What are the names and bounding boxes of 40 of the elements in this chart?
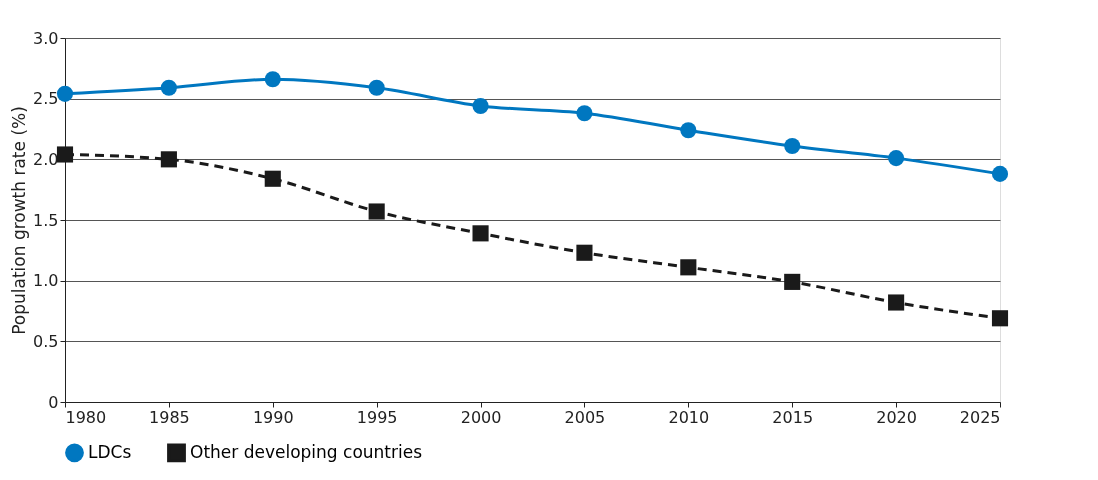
y-tick-label: 1.0: [33, 271, 59, 291]
y-tick-label: 0.5: [33, 331, 59, 351]
point: [576, 244, 593, 261]
y-tick-label: 1.5: [33, 210, 59, 230]
point: [680, 259, 697, 276]
point: [680, 122, 697, 139]
point: [368, 203, 385, 220]
point: [160, 151, 177, 168]
point: [991, 310, 1009, 327]
x-tick-label: 1990: [252, 407, 294, 427]
point: [56, 85, 74, 102]
point: [784, 137, 801, 155]
point: [472, 225, 489, 242]
point: [576, 105, 593, 122]
point: [160, 79, 177, 96]
point: [56, 146, 74, 163]
x-tick-label: 1980: [65, 407, 107, 427]
x-tick-label: 2015: [772, 407, 814, 427]
y-tick-label: 2.5: [33, 89, 59, 109]
point: [264, 71, 281, 88]
y-tick-label: 2.0: [33, 149, 59, 169]
legend-label: LDCs: [88, 441, 132, 462]
point: [368, 79, 385, 96]
x-tick-label: 2020: [876, 407, 917, 427]
x-tick-label: 1995: [356, 407, 398, 427]
point: [991, 165, 1009, 182]
point: [472, 97, 489, 114]
y-axis-title: Population growth rate (%): [9, 106, 30, 335]
x-tick-label: 2005: [564, 407, 606, 427]
point: [264, 170, 281, 187]
point: [888, 150, 905, 167]
y-tick-label: 3.0: [33, 28, 59, 48]
point: [888, 294, 905, 311]
x-tick-label: 2000: [460, 407, 502, 427]
y-tick-label: 0: [48, 392, 59, 412]
x-tick-label: 2010: [668, 407, 710, 427]
point: [784, 273, 801, 290]
x-tick-label: 1985: [149, 407, 190, 427]
x-tick-label: 2025: [959, 407, 1001, 427]
legend-label: Other developing countries: [190, 441, 423, 462]
